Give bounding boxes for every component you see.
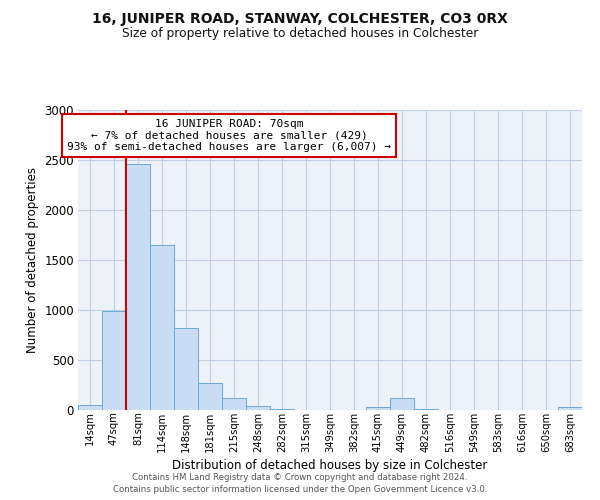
Bar xyxy=(126,164,150,410)
Text: 16 JUNIPER ROAD: 70sqm
← 7% of detached houses are smaller (429)
93% of semi-det: 16 JUNIPER ROAD: 70sqm ← 7% of detached … xyxy=(67,119,391,152)
Text: Contains public sector information licensed under the Open Government Licence v3: Contains public sector information licen… xyxy=(113,485,487,494)
Bar xyxy=(102,311,126,410)
Bar xyxy=(246,406,270,410)
Bar xyxy=(414,409,438,410)
Bar xyxy=(270,409,294,410)
X-axis label: Distribution of detached houses by size in Colchester: Distribution of detached houses by size … xyxy=(172,458,488,471)
Bar xyxy=(198,383,222,410)
Bar xyxy=(150,245,174,410)
Bar xyxy=(174,328,198,410)
Y-axis label: Number of detached properties: Number of detached properties xyxy=(26,167,38,353)
Bar xyxy=(390,398,414,410)
Text: 16, JUNIPER ROAD, STANWAY, COLCHESTER, CO3 0RX: 16, JUNIPER ROAD, STANWAY, COLCHESTER, C… xyxy=(92,12,508,26)
Bar xyxy=(366,407,390,410)
Text: Contains HM Land Registry data © Crown copyright and database right 2024.: Contains HM Land Registry data © Crown c… xyxy=(132,472,468,482)
Bar xyxy=(78,405,102,410)
Bar xyxy=(222,398,246,410)
Bar xyxy=(558,407,582,410)
Text: Size of property relative to detached houses in Colchester: Size of property relative to detached ho… xyxy=(122,28,478,40)
